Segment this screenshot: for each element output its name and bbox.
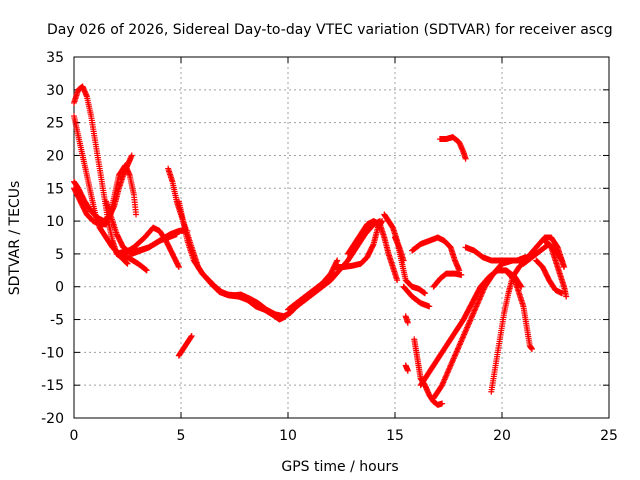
x-axis-label: GPS time / hours bbox=[281, 459, 398, 475]
data-point-marker bbox=[426, 303, 433, 310]
y-tick-label: 35 bbox=[46, 50, 64, 66]
x-tick-label: 5 bbox=[177, 428, 186, 444]
data-point-marker bbox=[123, 260, 130, 267]
axis-ticks: 0 5 10 15 20 25 -20 -15 -10 -5 0 5 10 15 20 25 30 35 bbox=[41, 50, 618, 444]
series-arc-17-mid bbox=[430, 270, 465, 290]
data-point-marker bbox=[518, 283, 525, 290]
series-arc-15-b bbox=[402, 313, 411, 326]
series-arc-mid-6 bbox=[400, 283, 433, 310]
series-arc-mid-2 bbox=[285, 257, 341, 313]
data-point-marker bbox=[528, 346, 535, 353]
y-tick-label: 20 bbox=[46, 148, 64, 164]
data-point-marker bbox=[133, 211, 140, 218]
data-point-marker bbox=[394, 277, 401, 284]
y-tick-label: 30 bbox=[46, 83, 64, 99]
y-tick-label: 15 bbox=[46, 181, 64, 197]
x-tick-label: 20 bbox=[493, 428, 511, 444]
x-tick-label: 15 bbox=[386, 428, 404, 444]
data-point-marker bbox=[404, 319, 411, 326]
series-arc-early-4 bbox=[71, 162, 140, 228]
y-tick-label: 0 bbox=[55, 280, 64, 296]
series-arc-19-drop bbox=[488, 257, 529, 395]
data-point-marker bbox=[188, 332, 195, 339]
data-point-marker bbox=[404, 367, 411, 374]
series-arc-17-top bbox=[436, 134, 469, 162]
data-point-marker bbox=[379, 218, 386, 225]
chart-title: Day 026 of 2026, Sidereal Day-to-day VTE… bbox=[47, 22, 613, 38]
data-point-marker bbox=[421, 290, 428, 297]
data-point-marker bbox=[334, 257, 341, 264]
data-point-marker bbox=[462, 155, 469, 162]
series-arc-small-5 bbox=[175, 332, 195, 359]
y-tick-label: 25 bbox=[46, 116, 64, 132]
series-arc-15 bbox=[392, 234, 407, 264]
series-arc-20-drop bbox=[505, 270, 535, 353]
data-point-marker bbox=[143, 267, 150, 274]
plot-frame bbox=[73, 56, 610, 419]
series-arc-mid-4 bbox=[344, 218, 401, 284]
x-tick-label: 25 bbox=[600, 428, 618, 444]
series-arc-main-2 bbox=[175, 198, 289, 323]
data-point-marker bbox=[175, 264, 182, 271]
data-point-marker bbox=[439, 400, 446, 407]
series-arc-mid-3 bbox=[332, 218, 386, 271]
y-axis-label: SDTVAR / TECUs bbox=[7, 181, 23, 296]
y-tick-label: -20 bbox=[41, 411, 64, 427]
y-tick-label: 10 bbox=[46, 214, 64, 230]
data-point-marker bbox=[128, 152, 135, 159]
series-arc-22 bbox=[541, 237, 570, 300]
data-point-marker bbox=[400, 257, 407, 264]
x-tick-label: 0 bbox=[70, 428, 79, 444]
data-point-marker bbox=[188, 333, 195, 340]
data-point-marker bbox=[458, 271, 465, 278]
series-arc-22-b bbox=[533, 257, 565, 297]
y-tick-label: -10 bbox=[41, 345, 64, 361]
data-point-marker bbox=[563, 293, 570, 300]
data-point-marker bbox=[124, 260, 131, 267]
y-tick-label: -5 bbox=[50, 313, 64, 329]
x-tick-label: 10 bbox=[279, 428, 297, 444]
data-point-marker bbox=[558, 290, 565, 297]
y-tick-label: -15 bbox=[41, 378, 64, 394]
series-arc-16-top bbox=[409, 234, 463, 274]
data-points bbox=[71, 83, 570, 408]
series-arc-15-c bbox=[402, 362, 411, 374]
y-tick-label: 5 bbox=[55, 247, 64, 263]
data-point-marker bbox=[561, 264, 568, 271]
grid bbox=[74, 57, 609, 418]
